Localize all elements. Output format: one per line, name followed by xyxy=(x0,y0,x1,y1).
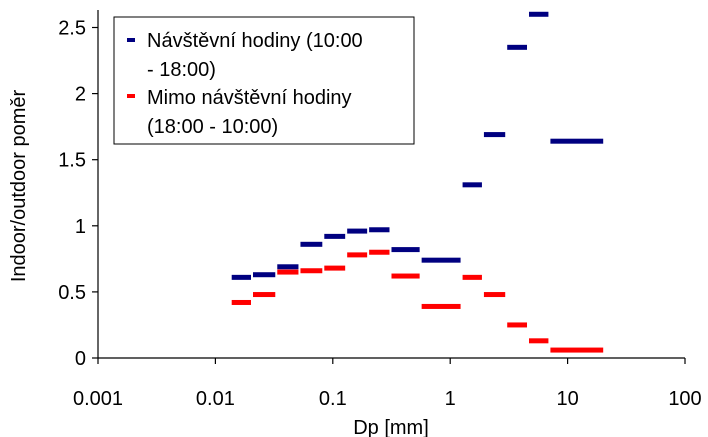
x-axis-ticks: 0.001 0.01 0.1 1 10 100 xyxy=(73,358,702,410)
legend: Návštěvní hodiny (10:00 - 18:00) Mimo ná… xyxy=(113,16,415,145)
y-tick-label: 1 xyxy=(75,216,86,238)
data-segment xyxy=(421,257,461,263)
y-tick-label: 0 xyxy=(75,348,86,370)
legend-swatch-visiting-hours xyxy=(127,38,135,42)
data-segment xyxy=(550,138,604,144)
data-segment xyxy=(277,264,299,270)
data-segment xyxy=(277,269,299,275)
legend-label-outside-visiting-hours-line1: Mimo návštěvní hodiny xyxy=(147,87,352,109)
data-segment xyxy=(369,249,390,255)
x-tick-label: 1 xyxy=(445,388,456,410)
data-segment xyxy=(391,247,420,253)
data-segment xyxy=(369,227,390,233)
y-tick-label: 2 xyxy=(75,84,86,106)
data-segment xyxy=(483,132,506,138)
x-tick-label: 0.001 xyxy=(73,388,123,410)
x-tick-label: 100 xyxy=(668,388,701,410)
y-axis-title: Indoor/outdoor poměr xyxy=(8,89,30,282)
data-segment xyxy=(391,273,420,279)
y-tick-label: 0.5 xyxy=(58,282,86,304)
data-segment xyxy=(252,272,276,278)
data-segment xyxy=(483,292,506,298)
data-segment xyxy=(421,303,461,309)
data-segment xyxy=(300,268,323,274)
plot-area xyxy=(231,11,604,353)
data-segment xyxy=(462,182,482,188)
y-axis-ticks: 0 0.5 1 1.5 2 2.5 xyxy=(58,18,98,370)
data-segment xyxy=(529,338,549,344)
data-segment xyxy=(324,233,346,239)
legend-label-outside-visiting-hours-line2: (18:00 - 10:00) xyxy=(147,116,278,138)
data-segment xyxy=(231,274,251,280)
data-segment xyxy=(347,252,368,258)
series-outside-visiting-hours xyxy=(231,249,604,353)
data-segment xyxy=(462,274,482,280)
x-tick-label: 0.01 xyxy=(196,388,235,410)
legend-label-visiting-hours-line1: Návštěvní hodiny (10:00 xyxy=(147,30,363,52)
y-tick-label: 1.5 xyxy=(58,150,86,172)
data-segment xyxy=(252,292,276,298)
data-segment xyxy=(550,347,604,353)
data-segment xyxy=(507,44,528,50)
legend-box xyxy=(113,16,415,145)
data-segment xyxy=(529,11,549,17)
x-tick-label: 0.1 xyxy=(319,388,347,410)
data-segment xyxy=(347,228,368,234)
data-segment xyxy=(231,299,251,305)
legend-label-visiting-hours-line2: - 18:00) xyxy=(147,59,216,81)
data-segment xyxy=(507,322,528,328)
x-tick-label: 10 xyxy=(556,388,578,410)
x-axis-title: Dp [mm] xyxy=(353,417,429,437)
series-visiting-hours xyxy=(231,11,604,280)
data-segment xyxy=(300,241,323,247)
y-tick-label: 2.5 xyxy=(58,18,86,40)
data-segment xyxy=(324,265,346,271)
legend-swatch-outside-visiting-hours xyxy=(127,94,135,98)
